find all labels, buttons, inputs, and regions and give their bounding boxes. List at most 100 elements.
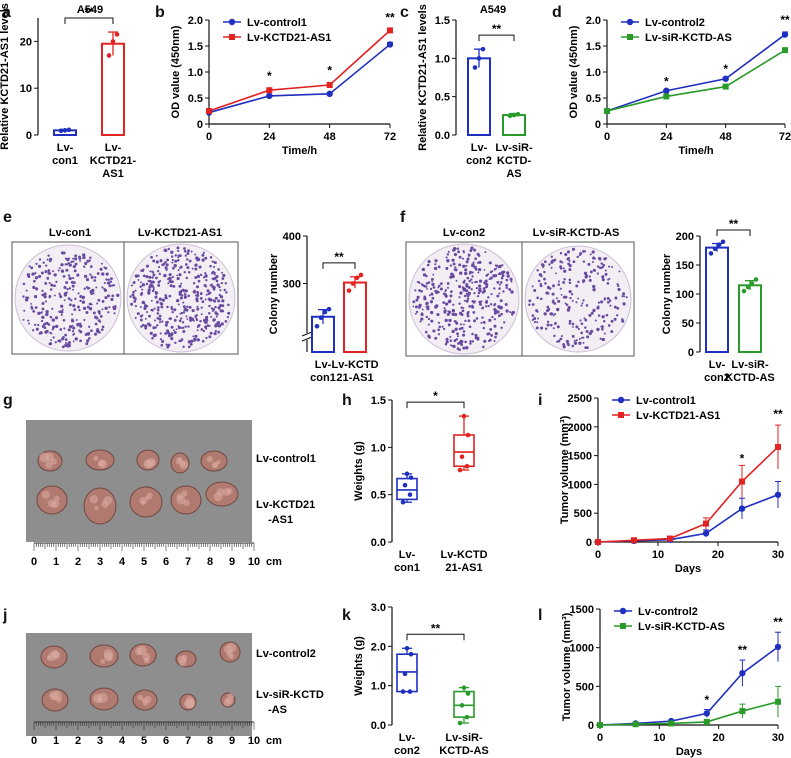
colony-dot — [477, 267, 482, 272]
series-line — [208, 29, 391, 112]
colony-dot — [70, 299, 73, 302]
colony-dot — [99, 331, 101, 334]
colony-dot — [538, 273, 543, 277]
colony-dot — [536, 321, 539, 324]
colony-dot — [566, 308, 571, 312]
colony-dot — [458, 302, 461, 305]
colony-dot — [195, 314, 198, 317]
data-point — [58, 128, 64, 134]
colony-dot — [216, 321, 221, 325]
colony-dot — [427, 323, 430, 326]
colony-dot — [46, 258, 49, 261]
colony-dot — [483, 268, 486, 271]
data-point — [66, 127, 72, 133]
series-line — [606, 49, 786, 112]
category-label: Lv- — [315, 359, 332, 371]
colony-dot — [209, 331, 213, 335]
colony-dot — [623, 295, 626, 298]
colony-dot — [472, 310, 476, 314]
colony-dot — [214, 305, 217, 309]
colony-dot — [498, 287, 501, 290]
y-tick-label: 2.0 — [371, 641, 386, 653]
panel-letter-c: c — [400, 4, 409, 21]
colony-dot — [580, 331, 584, 335]
significance-label: ** — [84, 5, 94, 19]
colony-dot — [164, 332, 167, 335]
colony-dot — [51, 307, 54, 310]
colony-dot — [186, 266, 190, 270]
colony-dot — [174, 259, 178, 263]
colony-dot — [479, 300, 482, 304]
y-tick-label: 2000 — [568, 422, 592, 434]
colony-dot — [196, 259, 199, 262]
colony-dot — [463, 299, 466, 302]
colony-dot — [78, 308, 81, 312]
data-point — [749, 281, 755, 286]
colony-dot — [186, 258, 189, 261]
colony-dot — [548, 263, 551, 266]
data-point — [631, 537, 637, 544]
colony-dot — [53, 273, 57, 277]
colony-dot — [488, 261, 492, 265]
colony-dot — [476, 337, 480, 341]
colony-dot — [85, 278, 90, 282]
colony-dot — [536, 296, 539, 300]
colony-dot — [146, 305, 149, 308]
ruler: 0 1 2 3 4 5 6 7 8 9 10 cm — [31, 721, 282, 747]
colony-dot — [153, 307, 156, 310]
colony-dot — [176, 276, 180, 281]
colony-dot — [204, 272, 207, 275]
colony-dots — [412, 246, 515, 351]
ruler-label: 3 — [97, 556, 103, 568]
colony-dot — [34, 272, 37, 275]
colony-dot — [478, 279, 483, 283]
colony-dot — [425, 315, 429, 319]
data-point — [457, 467, 463, 473]
colony-dot — [585, 304, 589, 307]
colony-dot — [26, 296, 30, 299]
colony-dot — [210, 307, 214, 310]
colony-dot — [101, 300, 105, 303]
colony-dot — [498, 264, 502, 269]
colony-dot — [487, 332, 491, 336]
data-point — [775, 443, 781, 450]
colony-dot — [562, 267, 565, 270]
colony-dot — [100, 262, 103, 265]
colony-dot — [43, 295, 47, 299]
colony-dot — [154, 319, 156, 322]
colony-dot — [101, 325, 105, 329]
colony-dot — [145, 275, 149, 279]
colony-dot — [476, 294, 480, 298]
colony-dot — [489, 276, 493, 280]
colony-dot — [456, 332, 459, 336]
colony-dot — [421, 267, 425, 272]
colony-dot — [161, 339, 165, 343]
colony-dot — [199, 265, 202, 268]
colony-dot — [540, 263, 544, 267]
colony-dot — [196, 305, 199, 308]
colony-dot — [511, 313, 514, 316]
colony-dot — [204, 274, 208, 278]
colony-dot — [533, 316, 537, 321]
colony-dot — [88, 287, 91, 290]
colony-dot — [414, 312, 417, 315]
tumor-highlight — [53, 495, 60, 502]
colony-dot — [61, 345, 65, 349]
colony-dot — [67, 328, 71, 332]
colony-dot — [187, 340, 192, 344]
colony-dot — [82, 253, 86, 257]
colony-dot — [25, 289, 28, 292]
data-point — [720, 239, 726, 245]
colony-dot — [202, 251, 206, 254]
y-tick-label: 1.5 — [188, 41, 203, 53]
y-tick-label: 1.0 — [586, 67, 601, 79]
colony-dot — [485, 283, 489, 286]
data-point — [632, 721, 639, 728]
tumor — [85, 449, 115, 471]
colony-dot — [50, 339, 53, 342]
colony-dot — [207, 292, 211, 296]
ruler-label: 7 — [185, 735, 191, 747]
colony-dot — [547, 324, 550, 327]
colony-dot — [44, 270, 48, 274]
colony-dot — [578, 338, 581, 340]
